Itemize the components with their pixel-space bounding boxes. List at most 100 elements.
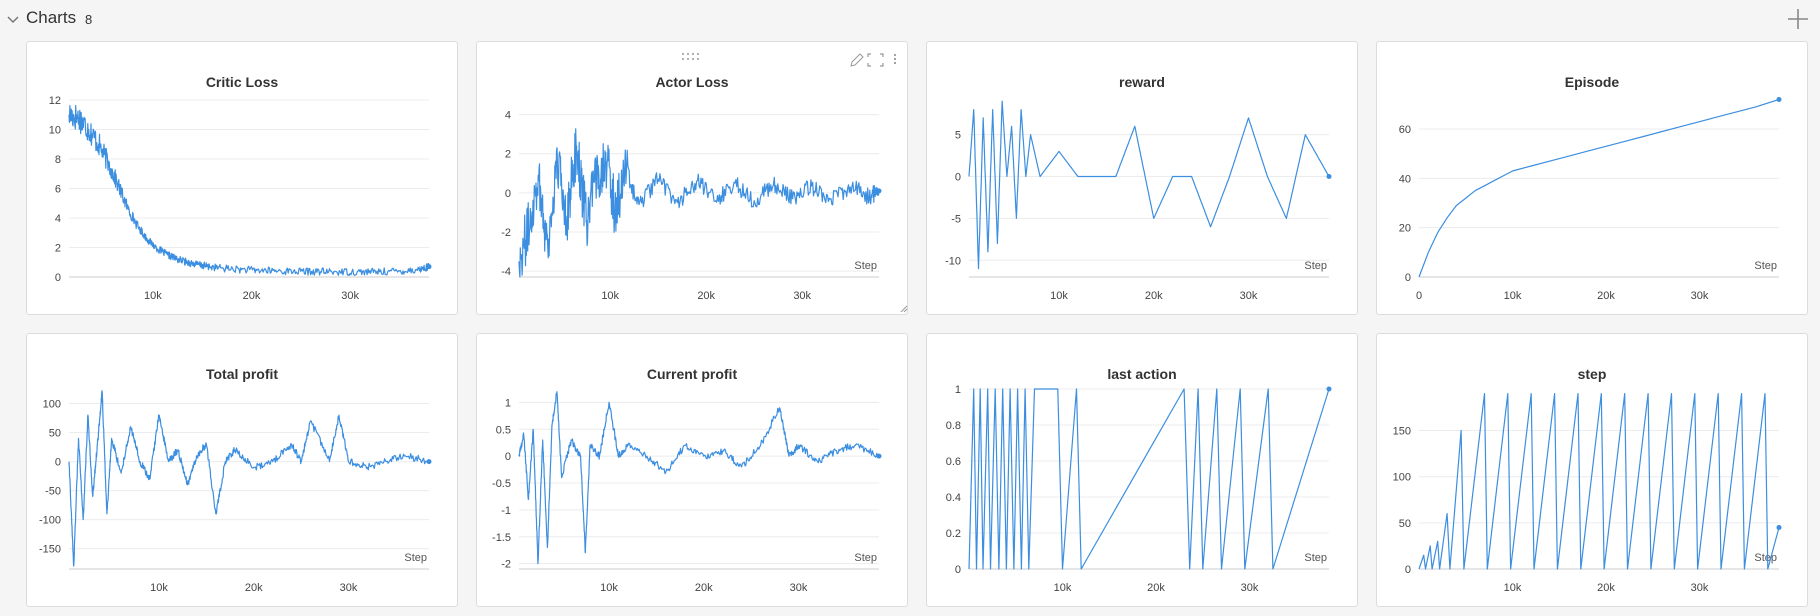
- x-tick-label: 30k: [341, 290, 359, 302]
- chart-panel[interactable]: reward -10 -5 0 5 10k 20k 30k Step: [926, 41, 1358, 315]
- x-tick-label: 10k: [1504, 290, 1522, 302]
- chart-title: last action: [1107, 366, 1177, 382]
- y-tick-label: 40: [1399, 173, 1411, 185]
- chart-panel[interactable]: Critic Loss 0 2 4 6 8 10 12 10k 20k 30k: [26, 41, 458, 315]
- y-tick-label: 0: [955, 564, 961, 576]
- y-tick-label: -2: [501, 559, 511, 571]
- x-tick-label: 20k: [1597, 582, 1615, 594]
- series-line: [1418, 393, 1780, 570]
- series-end-point: [1776, 524, 1782, 530]
- chart-panel[interactable]: Total profit -150 -100 -50 0 50 100 10k 20k 30k St…: [26, 333, 458, 607]
- line-chart: -2 -1.5 -1 -0.5 0 0.5 1 10k 20k 30k Step: [492, 391, 882, 594]
- chevron-down-icon[interactable]: [6, 12, 20, 26]
- x-axis-label: Step: [1754, 552, 1777, 564]
- chart-panel[interactable]: Current profit -2 -1.5 -1 -0.5 0 0.5 1 10k 20k 30k…: [476, 333, 908, 607]
- chart-title: step: [1577, 366, 1607, 382]
- y-tick-label: 0.6: [946, 456, 961, 468]
- x-tick-label: 10k: [1050, 290, 1068, 302]
- chart-panel[interactable]: last action 0 0.2 0.4 0.6 0.8 1 10k 20k 30k Step: [926, 333, 1358, 607]
- line-chart: 0 20 40 60 0 10k 20k 30k Step: [1399, 96, 1782, 302]
- x-axis-label: Step: [404, 552, 427, 564]
- y-tick-label: -2: [501, 227, 511, 239]
- x-axis-label: Step: [1754, 260, 1777, 272]
- line-chart: -4 -2 0 2 4 10k 20k 30k Step: [501, 53, 908, 313]
- x-tick-label: 20k: [245, 582, 263, 594]
- chart-panel[interactable]: step 0 50 100 150 10k 20k 30k Step: [1376, 333, 1808, 607]
- y-tick-label: 150: [1393, 426, 1411, 438]
- y-tick-label: 60: [1399, 124, 1411, 136]
- series-line: [518, 128, 880, 278]
- resize-corner-icon[interactable]: [900, 305, 908, 313]
- x-tick-label: 30k: [790, 582, 808, 594]
- y-tick-label: 0: [55, 272, 61, 284]
- y-tick-label: -5: [951, 213, 961, 225]
- y-tick-label: 100: [43, 399, 61, 411]
- y-tick-label: 0: [1405, 564, 1411, 576]
- series-end-point: [876, 188, 882, 194]
- y-tick-label: 100: [1393, 472, 1411, 484]
- x-tick-label: 30k: [1241, 582, 1259, 594]
- y-tick-label: 2: [505, 149, 511, 161]
- y-tick-label: 10: [49, 124, 61, 136]
- y-tick-label: -150: [39, 544, 61, 556]
- y-tick-label: 6: [55, 183, 61, 195]
- line-chart: -10 -5 0 5 10k 20k 30k Step: [945, 100, 1332, 302]
- x-tick-label: 10k: [1504, 582, 1522, 594]
- line-chart: 0 0.2 0.4 0.6 0.8 1 10k 20k 30k Step: [946, 384, 1332, 594]
- drag-handle-icon[interactable]: [682, 53, 699, 60]
- x-tick-label: 30k: [793, 290, 811, 302]
- y-tick-label: 50: [49, 428, 61, 440]
- series-end-point: [1326, 386, 1332, 392]
- chart-title: Actor Loss: [655, 74, 729, 90]
- x-tick-label: 10k: [601, 290, 619, 302]
- x-axis-label: Step: [1304, 260, 1327, 272]
- y-tick-label: 0: [1405, 272, 1411, 284]
- series-line: [1418, 98, 1780, 278]
- x-tick-label: 20k: [1145, 290, 1163, 302]
- plus-icon[interactable]: [1785, 6, 1811, 32]
- x-tick-label: 30k: [1691, 290, 1709, 302]
- x-tick-label: 10k: [144, 290, 162, 302]
- fullscreen-icon[interactable]: [867, 53, 884, 67]
- x-tick-label: 10k: [1054, 582, 1072, 594]
- y-tick-label: 0: [955, 172, 961, 184]
- chart-title: reward: [1119, 74, 1165, 90]
- chart-title: Episode: [1564, 74, 1620, 90]
- y-tick-label: -10: [945, 255, 961, 267]
- y-tick-label: 0.4: [946, 492, 961, 504]
- x-tick-label: 30k: [1691, 582, 1709, 594]
- y-tick-label: 0: [505, 451, 511, 463]
- y-tick-label: 20: [1399, 223, 1411, 235]
- series-end-point: [1776, 96, 1782, 102]
- series-end-point: [876, 453, 882, 459]
- y-tick-label: 4: [505, 110, 511, 122]
- more-vertical-icon[interactable]: [893, 53, 897, 65]
- chart-panel[interactable]: Actor Loss -4 -2 0 2 4 10k 20k 30k Step: [476, 41, 908, 315]
- y-tick-label: 0: [55, 457, 61, 469]
- section-count-badge: 8: [85, 12, 93, 27]
- series-end-point: [426, 264, 432, 270]
- x-tick-label: 10k: [600, 582, 618, 594]
- x-tick-label: 30k: [1240, 290, 1258, 302]
- y-tick-label: -100: [39, 515, 61, 527]
- y-tick-label: -4: [501, 266, 511, 278]
- chart-title: Total profit: [205, 366, 279, 382]
- section-title: Charts: [26, 8, 77, 27]
- y-tick-label: 12: [49, 95, 61, 107]
- series-end-point: [426, 459, 432, 465]
- x-axis-label: Step: [854, 260, 877, 272]
- y-tick-label: 2: [55, 242, 61, 254]
- y-tick-label: -1: [501, 505, 511, 517]
- y-tick-label: 0: [505, 188, 511, 200]
- x-tick-label: 20k: [695, 582, 713, 594]
- x-tick-label: 10k: [150, 582, 168, 594]
- y-tick-label: 8: [55, 154, 61, 166]
- y-tick-label: -50: [45, 486, 61, 498]
- chart-panel[interactable]: Episode 0 20 40 60 0 10k 20k 30k Step: [1376, 41, 1808, 315]
- x-tick-label: 20k: [1147, 582, 1165, 594]
- y-tick-label: 4: [55, 213, 61, 225]
- x-tick-label: 30k: [340, 582, 358, 594]
- pencil-icon[interactable]: [850, 53, 864, 67]
- y-tick-label: -1.5: [492, 532, 511, 544]
- y-tick-label: -0.5: [492, 478, 511, 490]
